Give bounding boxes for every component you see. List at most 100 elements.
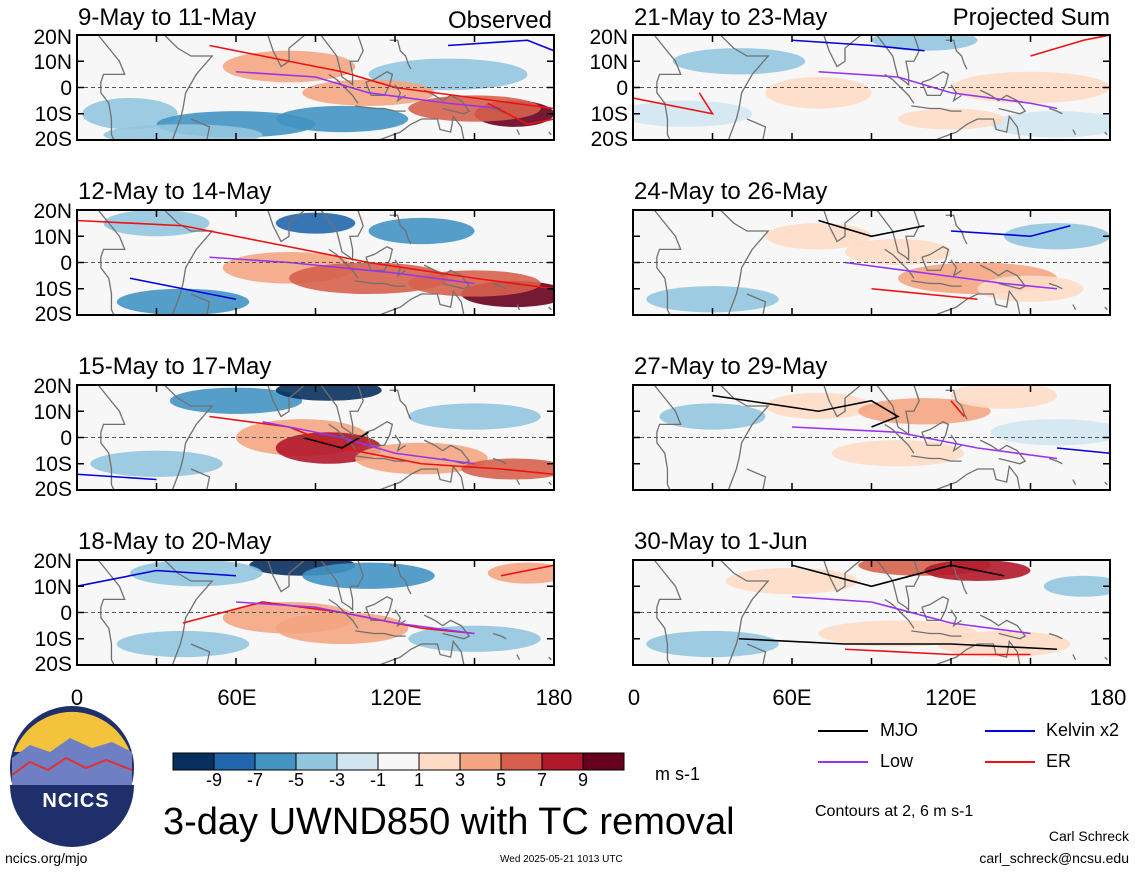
coastline [365, 71, 394, 97]
coastline [653, 385, 682, 490]
coastline [934, 464, 1021, 490]
colorbar-tick-label: 5 [495, 770, 506, 790]
contour-kel [129, 277, 237, 301]
coastline [746, 293, 767, 315]
panel-field [77, 560, 554, 665]
coastline [516, 304, 521, 311]
footer-email[interactable]: carl_schreck@ncsu.edu [979, 850, 1129, 866]
coastline [548, 481, 552, 486]
coastline [950, 434, 962, 453]
coastline [746, 118, 767, 140]
ncics-logo [10, 706, 134, 847]
coastline [389, 389, 412, 420]
lon-label-0: 0 [70, 685, 84, 710]
footer-timestamp: Wed 2025-05-21 1013 UTC [500, 854, 623, 865]
contour-er [950, 400, 965, 418]
wind-anomaly-blob [103, 124, 263, 140]
coastline [1048, 107, 1063, 115]
colorbar-tick-label: 7 [536, 770, 547, 790]
wind-anomaly-blob [646, 286, 779, 313]
contour-er [209, 44, 554, 110]
wind-anomaly-blob [116, 288, 250, 315]
colorbar-swatch [172, 752, 215, 771]
coastline [1048, 457, 1063, 465]
lat-label-eq: 0 [60, 252, 72, 275]
colorbar-swatch [213, 752, 256, 771]
coastline [97, 210, 126, 315]
wind-anomaly-blob [222, 50, 356, 83]
wind-anomaly-blob [408, 403, 541, 430]
lat-label-10n: 10N [33, 401, 72, 424]
coastline [911, 280, 962, 287]
coastline [389, 214, 412, 245]
contour-mjo [791, 564, 1005, 588]
coastline [389, 39, 412, 70]
contour-kel [77, 473, 157, 481]
contour-mjo [738, 637, 1058, 651]
lon-label-0: 0 [627, 685, 641, 710]
logo-base [10, 785, 134, 847]
footer-link[interactable]: ncics.org/mjo [5, 850, 88, 866]
contour-low [209, 256, 475, 285]
coastline [355, 280, 406, 287]
coastline [1104, 656, 1108, 661]
coastline [784, 560, 863, 593]
panel-title-4: 24-May to 26-May [634, 178, 828, 205]
coastline [979, 439, 1027, 465]
contour-low [818, 70, 1058, 110]
colorbar-swatch [500, 752, 543, 771]
panel-tag-2: Projected Sum [952, 4, 1110, 31]
lat-label-eq: 0 [60, 602, 72, 625]
coastline [945, 389, 968, 420]
contour-low [235, 70, 502, 110]
coastline [355, 630, 406, 637]
lat-label-10s: 10S [590, 103, 628, 126]
wind-anomaly-blob [103, 210, 210, 237]
contour-kel [1056, 447, 1110, 455]
coastline [365, 596, 394, 622]
coastline [320, 385, 364, 437]
contour-kel [447, 39, 554, 52]
coastline [1072, 479, 1077, 486]
colorbar-tick-label: -3 [328, 770, 345, 790]
coastline [378, 464, 465, 490]
coastline [921, 421, 950, 447]
wind-anomaly-blob [461, 458, 554, 480]
wind-anomaly-blob [951, 385, 1057, 409]
coastline [97, 35, 126, 140]
contour-low [791, 595, 1031, 635]
coastline [1104, 306, 1108, 311]
contour-er [500, 564, 554, 577]
legend-label-kelvin: Kelvin x2 [1046, 720, 1120, 740]
coastline [1048, 282, 1063, 290]
coastline [653, 210, 682, 315]
colorbar-swatch [582, 752, 625, 771]
colorbar-tick-label: -7 [246, 770, 263, 790]
coastline [163, 385, 214, 490]
wind-anomaly-blob [289, 262, 448, 294]
coastline [423, 614, 471, 640]
lon-label-180: 180 [1089, 685, 1127, 710]
coastline [950, 84, 962, 103]
coastline [950, 259, 962, 278]
coastline [1072, 304, 1077, 311]
panel-title-8: 30-May to 1-Jun [634, 528, 808, 555]
panel-title-1: 9-May to 11-May [78, 4, 257, 31]
colorbar-swatch [295, 752, 338, 771]
coastline [921, 596, 950, 622]
wind-anomaly-blob [765, 77, 872, 109]
colorbar-swatch [254, 752, 297, 771]
coastline [394, 434, 406, 453]
lat-label-eq: 0 [60, 427, 72, 450]
coastline [516, 479, 521, 486]
coastline [1104, 131, 1108, 136]
contour-er [1030, 35, 1110, 57]
lat-label-10s: 10S [34, 103, 72, 126]
lat-label-10n: 10N [33, 576, 72, 599]
wind-anomaly-blob [82, 98, 178, 130]
coastline [394, 609, 406, 628]
coastline [876, 35, 920, 87]
coastline [492, 632, 507, 640]
lon-label-120e: 120E [370, 685, 422, 710]
